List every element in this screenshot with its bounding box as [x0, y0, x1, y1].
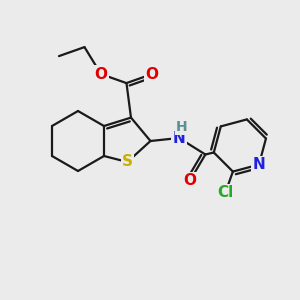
Text: N: N: [253, 157, 265, 172]
Text: O: O: [183, 173, 196, 188]
Text: S: S: [122, 154, 133, 169]
Text: H: H: [176, 120, 188, 134]
Text: O: O: [94, 67, 107, 82]
Text: O: O: [146, 67, 158, 82]
Text: N: N: [172, 130, 185, 146]
Text: Cl: Cl: [217, 185, 233, 200]
